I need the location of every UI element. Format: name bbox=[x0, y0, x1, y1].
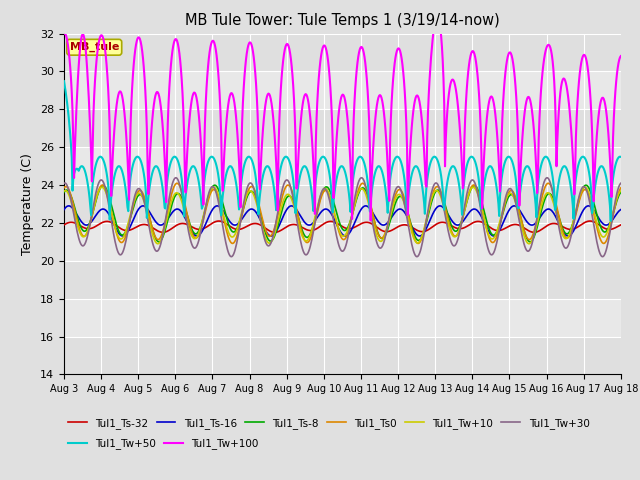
Tul1_Ts-8 bbox=[214, 184, 221, 190]
Tul1_Tw+10 bbox=[60, 188, 68, 194]
Bar bbox=[64, 336, 621, 374]
Bar bbox=[64, 261, 621, 299]
Tul1_Ts-16 bbox=[564, 233, 572, 239]
Tul1_Tw+50 bbox=[410, 165, 418, 171]
Tul1_Tw+100 bbox=[617, 53, 625, 59]
Tul1_Ts-8 bbox=[582, 182, 590, 188]
Bar bbox=[64, 34, 621, 72]
Tul1_Ts-32 bbox=[184, 222, 192, 228]
Tul1_Tw+10 bbox=[617, 188, 625, 194]
Tul1_Ts-16 bbox=[139, 203, 147, 209]
Tul1_Ts-8 bbox=[426, 204, 434, 210]
Tul1_Tw+100 bbox=[60, 31, 68, 36]
Line: Tul1_Tw+10: Tul1_Tw+10 bbox=[64, 187, 621, 244]
Tul1_Ts-32 bbox=[70, 220, 78, 226]
Tul1_Ts0 bbox=[70, 204, 78, 210]
Tul1_Ts-32 bbox=[215, 218, 223, 224]
Tul1_Ts0 bbox=[214, 193, 222, 199]
Tul1_Tw+50 bbox=[617, 154, 625, 160]
Tul1_Tw+50 bbox=[426, 160, 434, 166]
Tul1_Ts-16 bbox=[60, 207, 68, 213]
Tul1_Tw+50 bbox=[184, 177, 192, 183]
Tul1_Tw+30 bbox=[227, 254, 235, 260]
Tul1_Ts-32 bbox=[428, 225, 436, 230]
Tul1_Tw+100 bbox=[70, 175, 78, 181]
Tul1_Tw+50 bbox=[70, 171, 78, 177]
Tul1_Ts-32 bbox=[617, 222, 625, 228]
Tul1_Tw+100 bbox=[214, 60, 221, 65]
Tul1_Ts-16 bbox=[185, 223, 193, 228]
Tul1_Tw+10 bbox=[70, 210, 78, 216]
Tul1_Tw+30 bbox=[60, 180, 68, 186]
Bar bbox=[64, 109, 621, 147]
Tul1_Ts0 bbox=[60, 185, 68, 191]
Tul1_Tw+30 bbox=[70, 213, 78, 219]
Text: MB_tule: MB_tule bbox=[70, 42, 119, 52]
Tul1_Ts-32 bbox=[271, 229, 278, 235]
Tul1_Tw+10 bbox=[215, 193, 223, 199]
Tul1_Tw+30 bbox=[184, 225, 192, 231]
Tul1_Ts-8 bbox=[60, 190, 68, 195]
Tul1_Tw+100 bbox=[433, 13, 441, 19]
Tul1_Tw+10 bbox=[185, 224, 193, 230]
Tul1_Tw+10 bbox=[210, 184, 218, 190]
Tul1_Ts-16 bbox=[127, 221, 135, 227]
Tul1_Tw+30 bbox=[127, 209, 135, 215]
Tul1_Tw+10 bbox=[127, 208, 135, 214]
Legend: Tul1_Tw+50, Tul1_Tw+100: Tul1_Tw+50, Tul1_Tw+100 bbox=[64, 434, 263, 453]
Tul1_Ts-16 bbox=[411, 229, 419, 235]
Tul1_Tw+100 bbox=[411, 98, 419, 104]
Line: Tul1_Ts-32: Tul1_Ts-32 bbox=[64, 221, 621, 232]
Tul1_Tw+10 bbox=[154, 241, 161, 247]
Tul1_Ts0 bbox=[173, 180, 181, 186]
Tul1_Tw+50 bbox=[60, 78, 68, 84]
Tul1_Tw+30 bbox=[428, 188, 436, 194]
Y-axis label: Temperature (C): Temperature (C) bbox=[22, 153, 35, 255]
Tul1_Tw+30 bbox=[412, 253, 419, 259]
Tul1_Ts-8 bbox=[127, 211, 135, 217]
Tul1_Ts-16 bbox=[70, 207, 78, 213]
Tul1_Tw+100 bbox=[367, 218, 374, 224]
Tul1_Tw+30 bbox=[358, 175, 365, 180]
Tul1_Ts0 bbox=[617, 185, 625, 191]
Tul1_Tw+50 bbox=[127, 169, 135, 175]
Tul1_Ts-32 bbox=[214, 218, 221, 224]
Line: Tul1_Tw+50: Tul1_Tw+50 bbox=[64, 81, 621, 221]
Tul1_Tw+100 bbox=[184, 138, 192, 144]
Tul1_Tw+30 bbox=[617, 180, 625, 186]
Line: Tul1_Ts-8: Tul1_Ts-8 bbox=[64, 185, 621, 242]
Bar bbox=[64, 185, 621, 223]
Tul1_Ts-8 bbox=[410, 231, 418, 237]
Tul1_Ts-8 bbox=[617, 190, 625, 195]
Tul1_Tw+50 bbox=[607, 218, 614, 224]
Tul1_Tw+50 bbox=[214, 167, 221, 172]
Tul1_Ts-8 bbox=[184, 215, 192, 220]
Tul1_Ts-8 bbox=[70, 203, 78, 208]
Title: MB Tule Tower: Tule Temps 1 (3/19/14-now): MB Tule Tower: Tule Temps 1 (3/19/14-now… bbox=[185, 13, 500, 28]
Tul1_Ts-32 bbox=[60, 222, 68, 228]
Line: Tul1_Tw+100: Tul1_Tw+100 bbox=[64, 16, 621, 221]
Tul1_Ts0 bbox=[411, 237, 419, 242]
Tul1_Ts-16 bbox=[617, 207, 625, 213]
Tul1_Tw+100 bbox=[428, 54, 435, 60]
Tul1_Tw+10 bbox=[412, 239, 419, 244]
Tul1_Ts-32 bbox=[412, 227, 419, 232]
Tul1_Ts0 bbox=[428, 197, 435, 203]
Tul1_Tw+100 bbox=[127, 100, 135, 106]
Tul1_Ts0 bbox=[600, 240, 607, 246]
Tul1_Tw+30 bbox=[214, 194, 221, 200]
Tul1_Ts0 bbox=[185, 218, 193, 224]
Tul1_Ts-16 bbox=[428, 215, 435, 221]
Tul1_Ts-16 bbox=[214, 203, 222, 209]
Tul1_Ts0 bbox=[127, 211, 135, 216]
Line: Tul1_Ts0: Tul1_Ts0 bbox=[64, 183, 621, 243]
Line: Tul1_Tw+30: Tul1_Tw+30 bbox=[64, 178, 621, 257]
Tul1_Ts-8 bbox=[526, 239, 534, 245]
Tul1_Tw+10 bbox=[428, 195, 436, 201]
Tul1_Ts-32 bbox=[127, 227, 135, 232]
Line: Tul1_Ts-16: Tul1_Ts-16 bbox=[64, 206, 621, 236]
